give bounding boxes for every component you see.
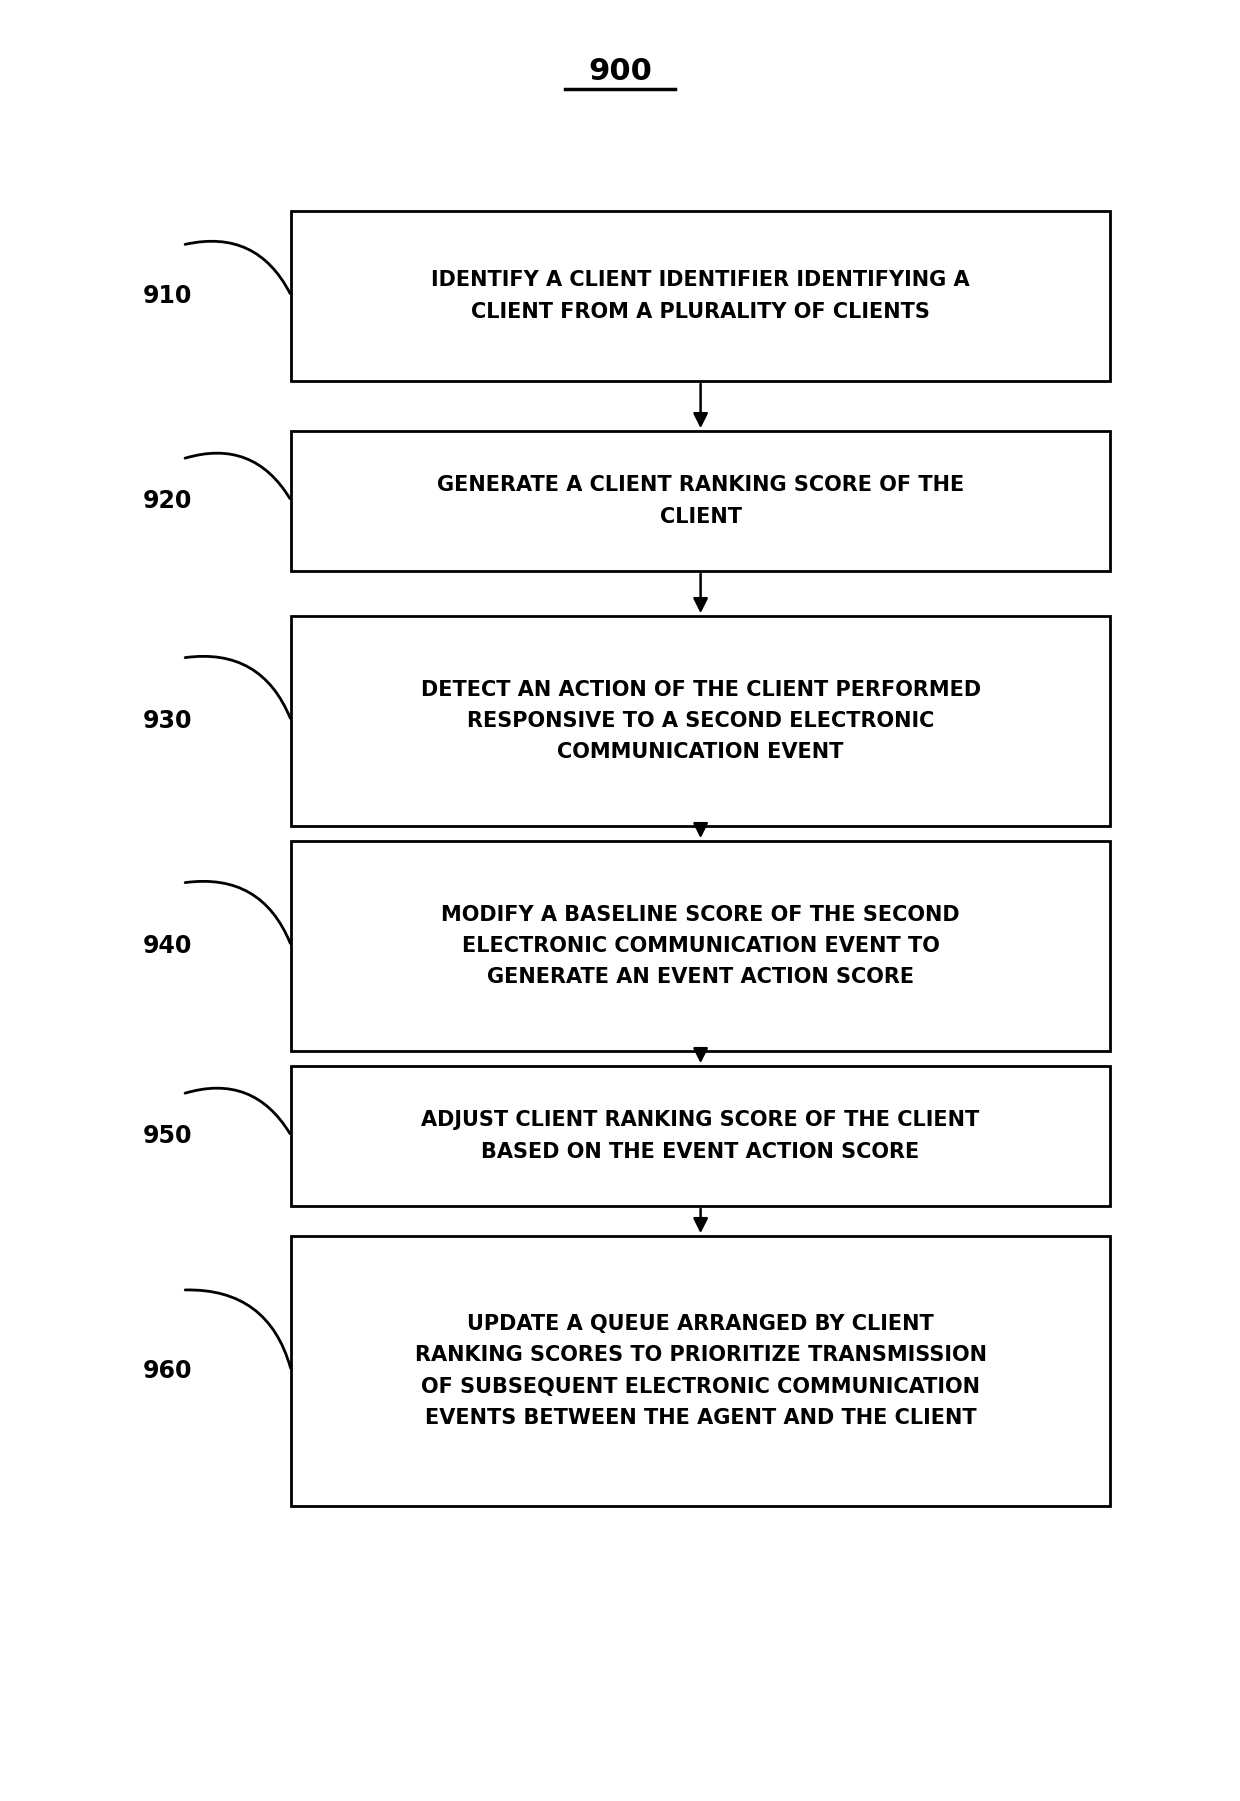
Text: 920: 920 [143, 490, 192, 513]
Text: MODIFY A BASELINE SCORE OF THE SECOND
ELECTRONIC COMMUNICATION EVENT TO
GENERATE: MODIFY A BASELINE SCORE OF THE SECOND EL… [441, 904, 960, 987]
Bar [291, 841, 1110, 1052]
Bar [291, 430, 1110, 571]
Text: GENERATE A CLIENT RANKING SCORE OF THE
CLIENT: GENERATE A CLIENT RANKING SCORE OF THE C… [436, 475, 965, 526]
Text: 960: 960 [143, 1360, 192, 1383]
Bar [291, 616, 1110, 827]
Text: ADJUST CLIENT RANKING SCORE OF THE CLIENT
BASED ON THE EVENT ACTION SCORE: ADJUST CLIENT RANKING SCORE OF THE CLIEN… [422, 1111, 980, 1162]
Text: DETECT AN ACTION OF THE CLIENT PERFORMED
RESPONSIVE TO A SECOND ELECTRONIC
COMMU: DETECT AN ACTION OF THE CLIENT PERFORMED… [420, 679, 981, 762]
Text: 900: 900 [588, 56, 652, 85]
Text: 950: 950 [143, 1124, 192, 1147]
Text: IDENTIFY A CLIENT IDENTIFIER IDENTIFYING A
CLIENT FROM A PLURALITY OF CLIENTS: IDENTIFY A CLIENT IDENTIFIER IDENTIFYING… [432, 270, 970, 322]
Bar [291, 1066, 1110, 1207]
Text: 930: 930 [143, 710, 192, 733]
Bar [291, 211, 1110, 382]
Text: UPDATE A QUEUE ARRANGED BY CLIENT
RANKING SCORES TO PRIORITIZE TRANSMISSION
OF S: UPDATE A QUEUE ARRANGED BY CLIENT RANKIN… [414, 1315, 987, 1428]
Text: 940: 940 [143, 935, 192, 958]
Bar [291, 1235, 1110, 1506]
Text: 910: 910 [143, 285, 192, 308]
